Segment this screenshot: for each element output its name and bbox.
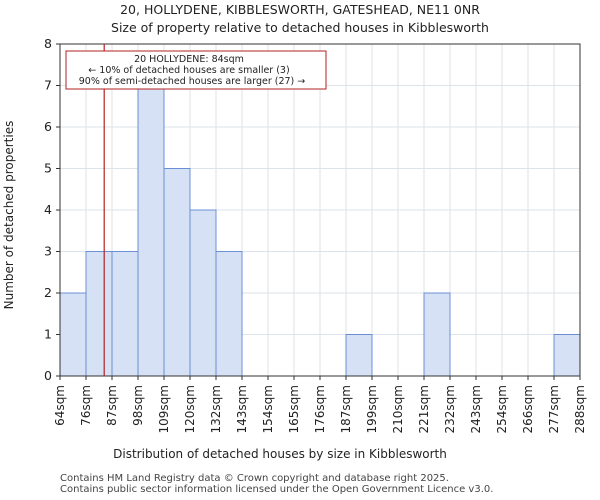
bar-187sqm (345, 334, 373, 377)
y-tick-label: 7 (44, 78, 52, 93)
bar-277sqm (553, 334, 581, 377)
x-tick-label: 109sqm (157, 385, 171, 433)
y-tick-label: 2 (44, 285, 52, 300)
bar-98sqm (137, 85, 165, 377)
bar-109sqm (163, 168, 191, 377)
x-tick-label: 187sqm (339, 385, 353, 433)
y-axis-label: Number of detached properties (2, 121, 16, 310)
x-tick-label: 176sqm (313, 385, 327, 433)
x-axis-ticks: 64sqm 76sqm 87sqm 98sqm 109sqm 120sqm 132sqm 14… (53, 376, 587, 433)
y-tick-label: 3 (44, 244, 52, 259)
y-tick-label: 8 (44, 36, 52, 51)
x-tick-label: 243sqm (469, 385, 483, 433)
y-axis-ticks: 0 1 2 3 4 5 6 7 8 (44, 36, 60, 383)
x-tick-label: 120sqm (183, 385, 197, 433)
x-tick-label: 132sqm (209, 385, 223, 433)
annotation-frame (65, 50, 327, 90)
bar-221sqm (423, 292, 451, 377)
x-tick-label: 277sqm (547, 385, 561, 433)
bar-87sqm (111, 251, 139, 377)
y-tick-label: 0 (44, 368, 52, 383)
y-tick-label: 4 (44, 202, 52, 217)
x-axis-label: Distribution of detached houses by size … (113, 447, 447, 461)
bar-120sqm (189, 209, 217, 377)
y-tick-label: 1 (44, 327, 52, 342)
x-tick-label: 232sqm (443, 385, 457, 433)
y-tick-label: 6 (44, 119, 52, 134)
annotation-box: 20 HOLLYDENE: 84sqm ← 10% of detached ho… (65, 50, 327, 90)
bar-132sqm (215, 251, 243, 377)
x-tick-label: 64sqm (53, 385, 67, 426)
x-tick-label: 165sqm (287, 385, 301, 433)
chart-title: 20, HOLLYDENE, KIBBLESWORTH, GATESHEAD, … (120, 2, 480, 17)
annotation-line-3: 90% of semi-detached houses are larger (… (79, 76, 306, 87)
annotation-line-1: 20 HOLLYDENE: 84sqm (134, 54, 244, 65)
x-tick-label: 143sqm (235, 385, 249, 433)
footer-copyright: Contains HM Land Registry data © Crown c… (60, 473, 449, 484)
x-tick-label: 266sqm (521, 385, 535, 433)
x-tick-label: 221sqm (417, 385, 431, 433)
x-tick-label: 154sqm (261, 385, 275, 433)
x-tick-label: 98sqm (131, 385, 145, 426)
annotation-line-2: ← 10% of detached houses are smaller (3) (88, 65, 289, 76)
chart-subtitle: Size of property relative to detached ho… (111, 20, 489, 35)
footer-licence: Contains public sector information licen… (60, 484, 494, 495)
x-tick-label: 210sqm (391, 385, 405, 433)
x-tick-label: 87sqm (105, 385, 119, 426)
x-tick-label: 76sqm (79, 385, 93, 426)
bars (59, 85, 581, 377)
bar-64sqm (59, 292, 87, 377)
bar-76sqm (85, 251, 113, 377)
y-tick-label: 5 (44, 161, 52, 176)
x-tick-label: 288sqm (573, 385, 587, 433)
x-tick-label: 254sqm (495, 385, 509, 433)
x-tick-label: 199sqm (365, 385, 379, 433)
